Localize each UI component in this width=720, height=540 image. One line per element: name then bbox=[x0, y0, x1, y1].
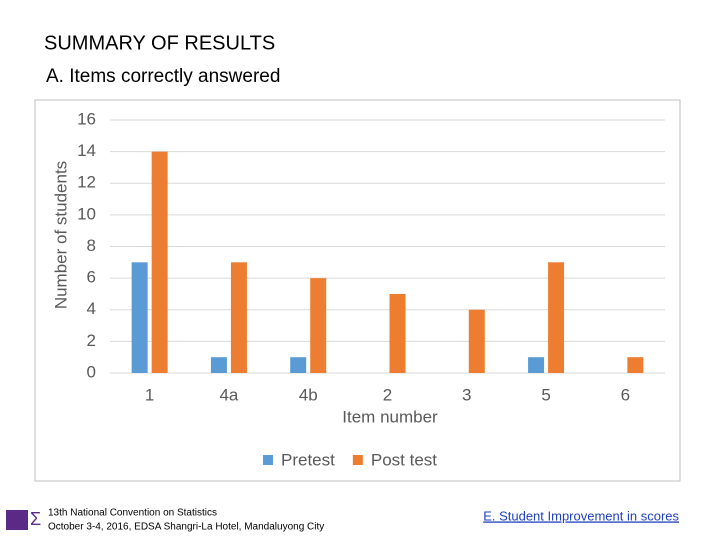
bar bbox=[389, 293, 406, 373]
y-tick-label: 6 bbox=[87, 268, 96, 287]
legend-label: Pretest bbox=[281, 450, 335, 469]
x-tick-label: 4b bbox=[299, 385, 318, 404]
y-tick-label: 8 bbox=[87, 236, 96, 255]
bar bbox=[290, 357, 307, 373]
x-tick-label: 5 bbox=[541, 385, 550, 404]
footer-line: 13th National Convention on Statistics bbox=[48, 508, 217, 519]
legend-swatch bbox=[263, 455, 273, 465]
bar bbox=[131, 262, 148, 373]
x-tick-label: 6 bbox=[621, 385, 630, 404]
slide-title: SUMMARY OF RESULTS bbox=[44, 32, 275, 54]
y-tick-label: 0 bbox=[87, 362, 96, 381]
y-tick-label: 12 bbox=[77, 173, 96, 192]
slide-subtitle: A. Items correctly answered bbox=[46, 66, 280, 87]
bar bbox=[627, 357, 644, 373]
logo-sigma: Σ bbox=[30, 509, 41, 529]
y-tick-label: 14 bbox=[77, 141, 96, 160]
y-tick-label: 10 bbox=[77, 204, 96, 223]
y-tick-label: 4 bbox=[87, 299, 96, 318]
bar bbox=[548, 262, 565, 373]
chart-frame bbox=[34, 99, 681, 482]
bar bbox=[310, 278, 327, 373]
legend-swatch bbox=[352, 455, 363, 465]
logo bbox=[6, 510, 28, 530]
bar bbox=[210, 357, 227, 373]
link[interactable]: E. Student Improvement in scores bbox=[483, 508, 679, 523]
x-tick-label: 1 bbox=[145, 385, 154, 404]
x-tick-label: 2 bbox=[383, 385, 392, 404]
footer-line: October 3-4, 2016, EDSA Shangri-La Hotel… bbox=[48, 522, 324, 533]
y-tick-label: 16 bbox=[77, 109, 96, 128]
y-tick-label: 2 bbox=[87, 331, 96, 350]
bar bbox=[230, 262, 247, 373]
x-tick-label: 4a bbox=[219, 385, 238, 404]
x-tick-label: 3 bbox=[462, 385, 471, 404]
legend-label: Post test bbox=[371, 450, 437, 469]
bar bbox=[528, 357, 545, 373]
bar bbox=[468, 309, 485, 373]
bar bbox=[151, 151, 168, 373]
y-axis-label: Number of students bbox=[51, 161, 70, 309]
x-axis-label: Item number bbox=[342, 407, 438, 426]
